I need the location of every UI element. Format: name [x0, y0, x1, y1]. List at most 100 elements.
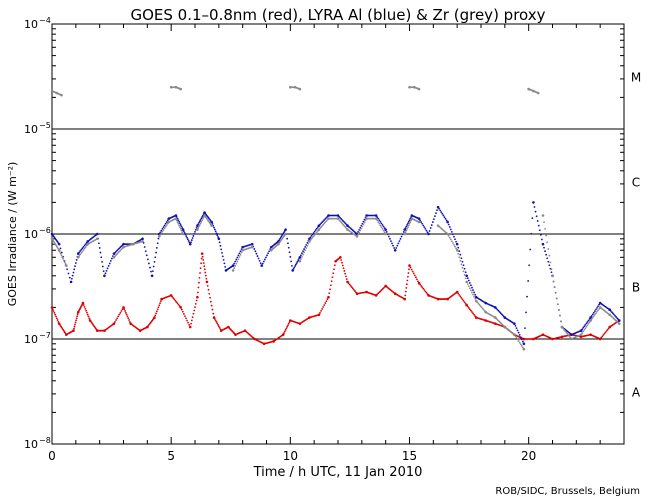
trace-dot — [340, 221, 343, 224]
trace-dot — [235, 262, 238, 265]
trace-dot — [592, 315, 595, 318]
trace-dot — [386, 233, 389, 236]
trace-dot — [287, 246, 290, 249]
trace-dot — [354, 290, 356, 292]
trace-dot — [300, 258, 302, 260]
trace-dot — [298, 87, 301, 90]
trace-dot — [600, 336, 603, 339]
data-point — [551, 274, 554, 278]
trace-dot — [380, 222, 383, 225]
trace-dot — [517, 331, 520, 334]
trace-dot — [197, 286, 200, 289]
trace-dot — [560, 336, 562, 338]
trace-dot — [544, 228, 546, 230]
trace-dot — [341, 222, 344, 225]
trace-dot — [155, 247, 158, 249]
trace-dot — [106, 267, 109, 270]
trace-dot — [592, 311, 595, 314]
data-point — [589, 319, 592, 322]
trace-dot — [615, 316, 617, 318]
trace-dot — [345, 227, 348, 230]
trace-dot — [442, 214, 445, 217]
trace-dot — [582, 326, 585, 329]
trace-dot — [449, 228, 452, 231]
trace-dot — [597, 309, 599, 312]
y-tick-exponent: −4 — [39, 16, 51, 25]
trace-dot — [217, 325, 220, 328]
trace-dot — [556, 303, 559, 306]
trace-dot — [341, 261, 343, 264]
trace-dot — [406, 227, 409, 230]
trace-dot — [186, 236, 188, 239]
trace-dot — [214, 319, 217, 322]
trace-dot — [70, 277, 73, 280]
trace-dot — [315, 231, 318, 234]
trace-dot — [588, 333, 591, 336]
trace-dot — [497, 309, 500, 312]
trace-dot — [151, 270, 154, 273]
trace-dot — [258, 259, 261, 262]
trace-dot — [253, 248, 256, 250]
trace-dot — [312, 232, 315, 234]
x-tick-label: 10 — [283, 449, 298, 463]
trace-dot — [471, 311, 473, 313]
trace-dot — [240, 251, 243, 254]
trace-dot — [166, 222, 169, 225]
trace-dot — [71, 330, 74, 333]
trace-dot — [233, 267, 236, 270]
trace-dot — [59, 252, 62, 255]
data-point — [427, 232, 430, 236]
trace-dot — [162, 226, 165, 229]
trace-dot — [547, 248, 550, 250]
data-point — [436, 205, 440, 209]
trace-dot — [531, 338, 534, 340]
trace-dot — [321, 308, 324, 310]
trace-dot — [73, 325, 76, 328]
trace-dot — [284, 329, 287, 331]
trace-dot — [198, 224, 201, 226]
trace-dot — [568, 335, 571, 338]
trace-dot — [460, 263, 463, 266]
trace-dot — [374, 294, 376, 296]
trace-dot — [149, 266, 151, 269]
data-point — [532, 201, 535, 204]
trace-dot — [108, 262, 111, 265]
trace-dot — [286, 237, 289, 240]
x-tick-label: 15 — [402, 449, 417, 463]
trace-dot — [435, 212, 437, 215]
trace-dot — [180, 225, 183, 228]
trace-dot — [74, 265, 76, 268]
trace-dot — [425, 229, 428, 232]
trace-dot — [154, 256, 157, 259]
trace-dot — [339, 220, 342, 223]
trace-dot — [463, 267, 466, 270]
trace-dot — [315, 227, 318, 230]
trace-dot — [203, 265, 206, 268]
trace-dot — [345, 278, 348, 281]
trace-dot — [306, 244, 309, 247]
trace-dot — [102, 270, 105, 273]
trace-dot — [464, 302, 467, 305]
trace-dot — [474, 315, 477, 318]
trace-dot — [457, 246, 460, 249]
trace-dot — [75, 259, 78, 261]
trace-dot — [60, 94, 62, 96]
trace-dot — [153, 260, 156, 263]
trace-dot — [401, 233, 404, 236]
trace-dot — [155, 312, 157, 315]
trace-dot — [294, 263, 297, 266]
trace-dot — [140, 238, 143, 241]
trace-dot — [417, 87, 420, 90]
trace-dot — [300, 254, 302, 257]
trace-dot — [203, 268, 206, 271]
trace-dot — [512, 322, 515, 324]
trace-dot — [311, 236, 314, 239]
trace-dot — [200, 257, 203, 260]
trace-dot — [531, 217, 534, 220]
trace-dot — [554, 291, 557, 294]
trace-dot — [193, 309, 196, 312]
trace-dot — [496, 308, 499, 311]
trace-dot — [455, 291, 458, 294]
trace-dot — [199, 222, 202, 225]
trace-dot — [590, 315, 593, 317]
